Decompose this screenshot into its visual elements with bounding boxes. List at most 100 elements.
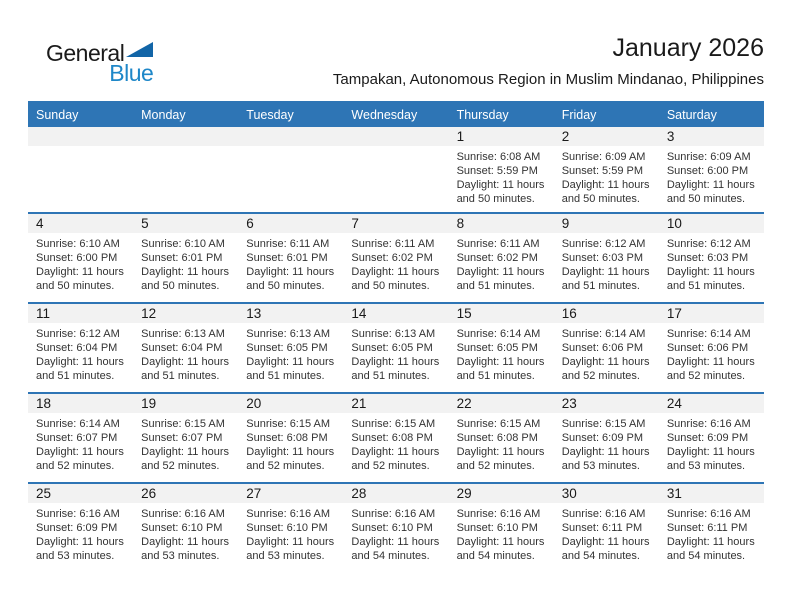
week-row: 1 Sunrise: 6:08 AM Sunset: 5:59 PM Dayli… bbox=[28, 127, 764, 213]
sunrise-text: Sunrise: 6:16 AM bbox=[456, 508, 541, 520]
day-cell: 25 Sunrise: 6:16 AM Sunset: 6:09 PM Dayl… bbox=[28, 483, 134, 573]
sunset-text: Sunset: 5:59 PM bbox=[561, 165, 644, 177]
day-cell: 17 Sunrise: 6:14 AM Sunset: 6:06 PM Dayl… bbox=[658, 303, 764, 393]
day-number bbox=[343, 127, 449, 146]
sunrise-text: Sunrise: 6:16 AM bbox=[351, 508, 436, 520]
header-divider bbox=[28, 101, 764, 104]
daylight-text: Daylight: 11 hours bbox=[141, 446, 229, 458]
daylight-text-cont: and 51 minutes. bbox=[36, 370, 115, 382]
daylight-text: Daylight: 11 hours bbox=[351, 356, 440, 368]
sunset-text: Sunset: 6:00 PM bbox=[36, 252, 118, 264]
day-cell: 9 Sunrise: 6:12 AM Sunset: 6:03 PM Dayli… bbox=[553, 213, 659, 303]
daylight-text: Daylight: 11 hours bbox=[456, 356, 545, 368]
day-info: Sunrise: 6:16 AM Sunset: 6:09 PM Dayligh… bbox=[659, 413, 764, 473]
sunset-text: Sunset: 6:02 PM bbox=[351, 252, 433, 264]
sunset-text: Sunset: 6:06 PM bbox=[561, 342, 644, 354]
day-info bbox=[343, 146, 448, 150]
day-number: 3 bbox=[658, 127, 764, 146]
sunrise-text: Sunrise: 6:16 AM bbox=[561, 508, 646, 520]
general-blue-logo: General Blue bbox=[46, 40, 154, 86]
day-cell: 16 Sunrise: 6:14 AM Sunset: 6:06 PM Dayl… bbox=[553, 303, 659, 393]
daylight-text-cont: and 51 minutes. bbox=[246, 370, 325, 382]
daylight-text: Daylight: 11 hours bbox=[351, 266, 440, 278]
day-info: Sunrise: 6:16 AM Sunset: 6:09 PM Dayligh… bbox=[28, 503, 133, 563]
day-number: 31 bbox=[658, 484, 764, 503]
day-number: 21 bbox=[343, 394, 449, 413]
weekday-header-row: Sunday Monday Tuesday Wednesday Thursday… bbox=[28, 104, 764, 127]
day-cell: 26 Sunrise: 6:16 AM Sunset: 6:10 PM Dayl… bbox=[133, 483, 239, 573]
daylight-text-cont: and 53 minutes. bbox=[246, 550, 325, 562]
day-number: 8 bbox=[448, 214, 554, 233]
sunrise-text: Sunrise: 6:15 AM bbox=[456, 418, 541, 430]
daylight-text-cont: and 52 minutes. bbox=[456, 460, 535, 472]
day-info: Sunrise: 6:12 AM Sunset: 6:03 PM Dayligh… bbox=[554, 233, 659, 293]
day-info: Sunrise: 6:16 AM Sunset: 6:11 PM Dayligh… bbox=[554, 503, 659, 563]
sunset-text: Sunset: 6:05 PM bbox=[456, 342, 538, 354]
day-cell: 18 Sunrise: 6:14 AM Sunset: 6:07 PM Dayl… bbox=[28, 393, 134, 483]
sunrise-text: Sunrise: 6:11 AM bbox=[456, 238, 540, 250]
daylight-text: Daylight: 11 hours bbox=[246, 536, 335, 548]
day-info: Sunrise: 6:14 AM Sunset: 6:07 PM Dayligh… bbox=[28, 413, 133, 473]
day-cell bbox=[343, 127, 449, 213]
daylight-text-cont: and 50 minutes. bbox=[246, 280, 325, 292]
day-cell: 13 Sunrise: 6:13 AM Sunset: 6:05 PM Dayl… bbox=[238, 303, 344, 393]
sunrise-text: Sunrise: 6:15 AM bbox=[351, 418, 436, 430]
daylight-text: Daylight: 11 hours bbox=[351, 536, 440, 548]
daylight-text: Daylight: 11 hours bbox=[666, 356, 755, 368]
day-info: Sunrise: 6:16 AM Sunset: 6:10 PM Dayligh… bbox=[133, 503, 238, 563]
sunset-text: Sunset: 6:10 PM bbox=[351, 522, 433, 534]
weekday-header-sunday: Sunday bbox=[28, 104, 134, 127]
day-number: 4 bbox=[28, 214, 134, 233]
week-row: 25 Sunrise: 6:16 AM Sunset: 6:09 PM Dayl… bbox=[28, 483, 764, 573]
calendar-body: 1 Sunrise: 6:08 AM Sunset: 5:59 PM Dayli… bbox=[28, 127, 764, 573]
sunrise-text: Sunrise: 6:10 AM bbox=[36, 238, 120, 250]
sunrise-text: Sunrise: 6:08 AM bbox=[456, 151, 541, 163]
week-row: 11 Sunrise: 6:12 AM Sunset: 6:04 PM Dayl… bbox=[28, 303, 764, 393]
sunset-text: Sunset: 6:05 PM bbox=[246, 342, 328, 354]
day-cell: 6 Sunrise: 6:11 AM Sunset: 6:01 PM Dayli… bbox=[238, 213, 344, 303]
sunrise-text: Sunrise: 6:14 AM bbox=[456, 328, 541, 340]
daylight-text-cont: and 51 minutes. bbox=[141, 370, 220, 382]
day-cell bbox=[28, 127, 134, 213]
day-number: 9 bbox=[553, 214, 659, 233]
daylight-text-cont: and 52 minutes. bbox=[666, 370, 746, 382]
day-number bbox=[133, 127, 239, 146]
daylight-text-cont: and 51 minutes. bbox=[456, 370, 535, 382]
sunrise-text: Sunrise: 6:11 AM bbox=[351, 238, 435, 250]
sunrise-text: Sunrise: 6:16 AM bbox=[141, 508, 225, 520]
sunrise-text: Sunrise: 6:12 AM bbox=[666, 238, 751, 250]
daylight-text-cont: and 51 minutes. bbox=[666, 280, 746, 292]
logo-text-blue: Blue bbox=[109, 60, 154, 86]
weekday-header-wednesday: Wednesday bbox=[343, 104, 449, 127]
day-number: 25 bbox=[28, 484, 134, 503]
day-cell: 30 Sunrise: 6:16 AM Sunset: 6:11 PM Dayl… bbox=[553, 483, 659, 573]
sunset-text: Sunset: 6:01 PM bbox=[141, 252, 223, 264]
day-info: Sunrise: 6:12 AM Sunset: 6:04 PM Dayligh… bbox=[28, 323, 133, 383]
daylight-text: Daylight: 11 hours bbox=[561, 356, 650, 368]
daylight-text: Daylight: 11 hours bbox=[456, 179, 545, 191]
daylight-text: Daylight: 11 hours bbox=[141, 536, 229, 548]
sunset-text: Sunset: 6:11 PM bbox=[561, 522, 643, 534]
weekday-header-monday: Monday bbox=[133, 104, 239, 127]
sunset-text: Sunset: 6:10 PM bbox=[141, 522, 223, 534]
day-number: 16 bbox=[553, 304, 659, 323]
sunrise-text: Sunrise: 6:11 AM bbox=[246, 238, 330, 250]
daylight-text: Daylight: 11 hours bbox=[36, 446, 124, 458]
day-number: 19 bbox=[133, 394, 239, 413]
daylight-text-cont: and 54 minutes. bbox=[561, 550, 640, 562]
day-cell: 15 Sunrise: 6:14 AM Sunset: 6:05 PM Dayl… bbox=[448, 303, 554, 393]
day-cell: 28 Sunrise: 6:16 AM Sunset: 6:10 PM Dayl… bbox=[343, 483, 449, 573]
day-info: Sunrise: 6:08 AM Sunset: 5:59 PM Dayligh… bbox=[449, 146, 554, 206]
daylight-text-cont: and 50 minutes. bbox=[666, 193, 746, 205]
day-info: Sunrise: 6:16 AM Sunset: 6:10 PM Dayligh… bbox=[449, 503, 554, 563]
day-number: 1 bbox=[448, 127, 554, 146]
day-cell bbox=[238, 127, 344, 213]
day-number bbox=[238, 127, 344, 146]
daylight-text: Daylight: 11 hours bbox=[246, 446, 335, 458]
day-cell: 27 Sunrise: 6:16 AM Sunset: 6:10 PM Dayl… bbox=[238, 483, 344, 573]
day-number: 29 bbox=[448, 484, 554, 503]
day-cell: 5 Sunrise: 6:10 AM Sunset: 6:01 PM Dayli… bbox=[133, 213, 239, 303]
day-cell: 14 Sunrise: 6:13 AM Sunset: 6:05 PM Dayl… bbox=[343, 303, 449, 393]
sunset-text: Sunset: 6:00 PM bbox=[666, 165, 749, 177]
